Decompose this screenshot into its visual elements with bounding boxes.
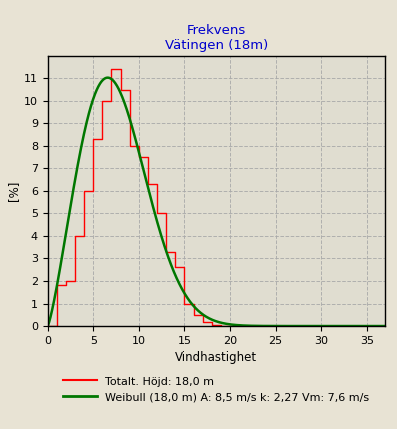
Title: Frekvens
Vätingen (18m): Frekvens Vätingen (18m)	[165, 24, 268, 52]
Legend: Totalt. Höjd: 18,0 m, Weibull (18,0 m) A: 8,5 m/s k: 2,27 Vm: 7,6 m/s: Totalt. Höjd: 18,0 m, Weibull (18,0 m) A…	[59, 372, 374, 407]
X-axis label: Vindhastighet: Vindhastighet	[175, 351, 257, 364]
Y-axis label: [%]: [%]	[7, 181, 20, 201]
